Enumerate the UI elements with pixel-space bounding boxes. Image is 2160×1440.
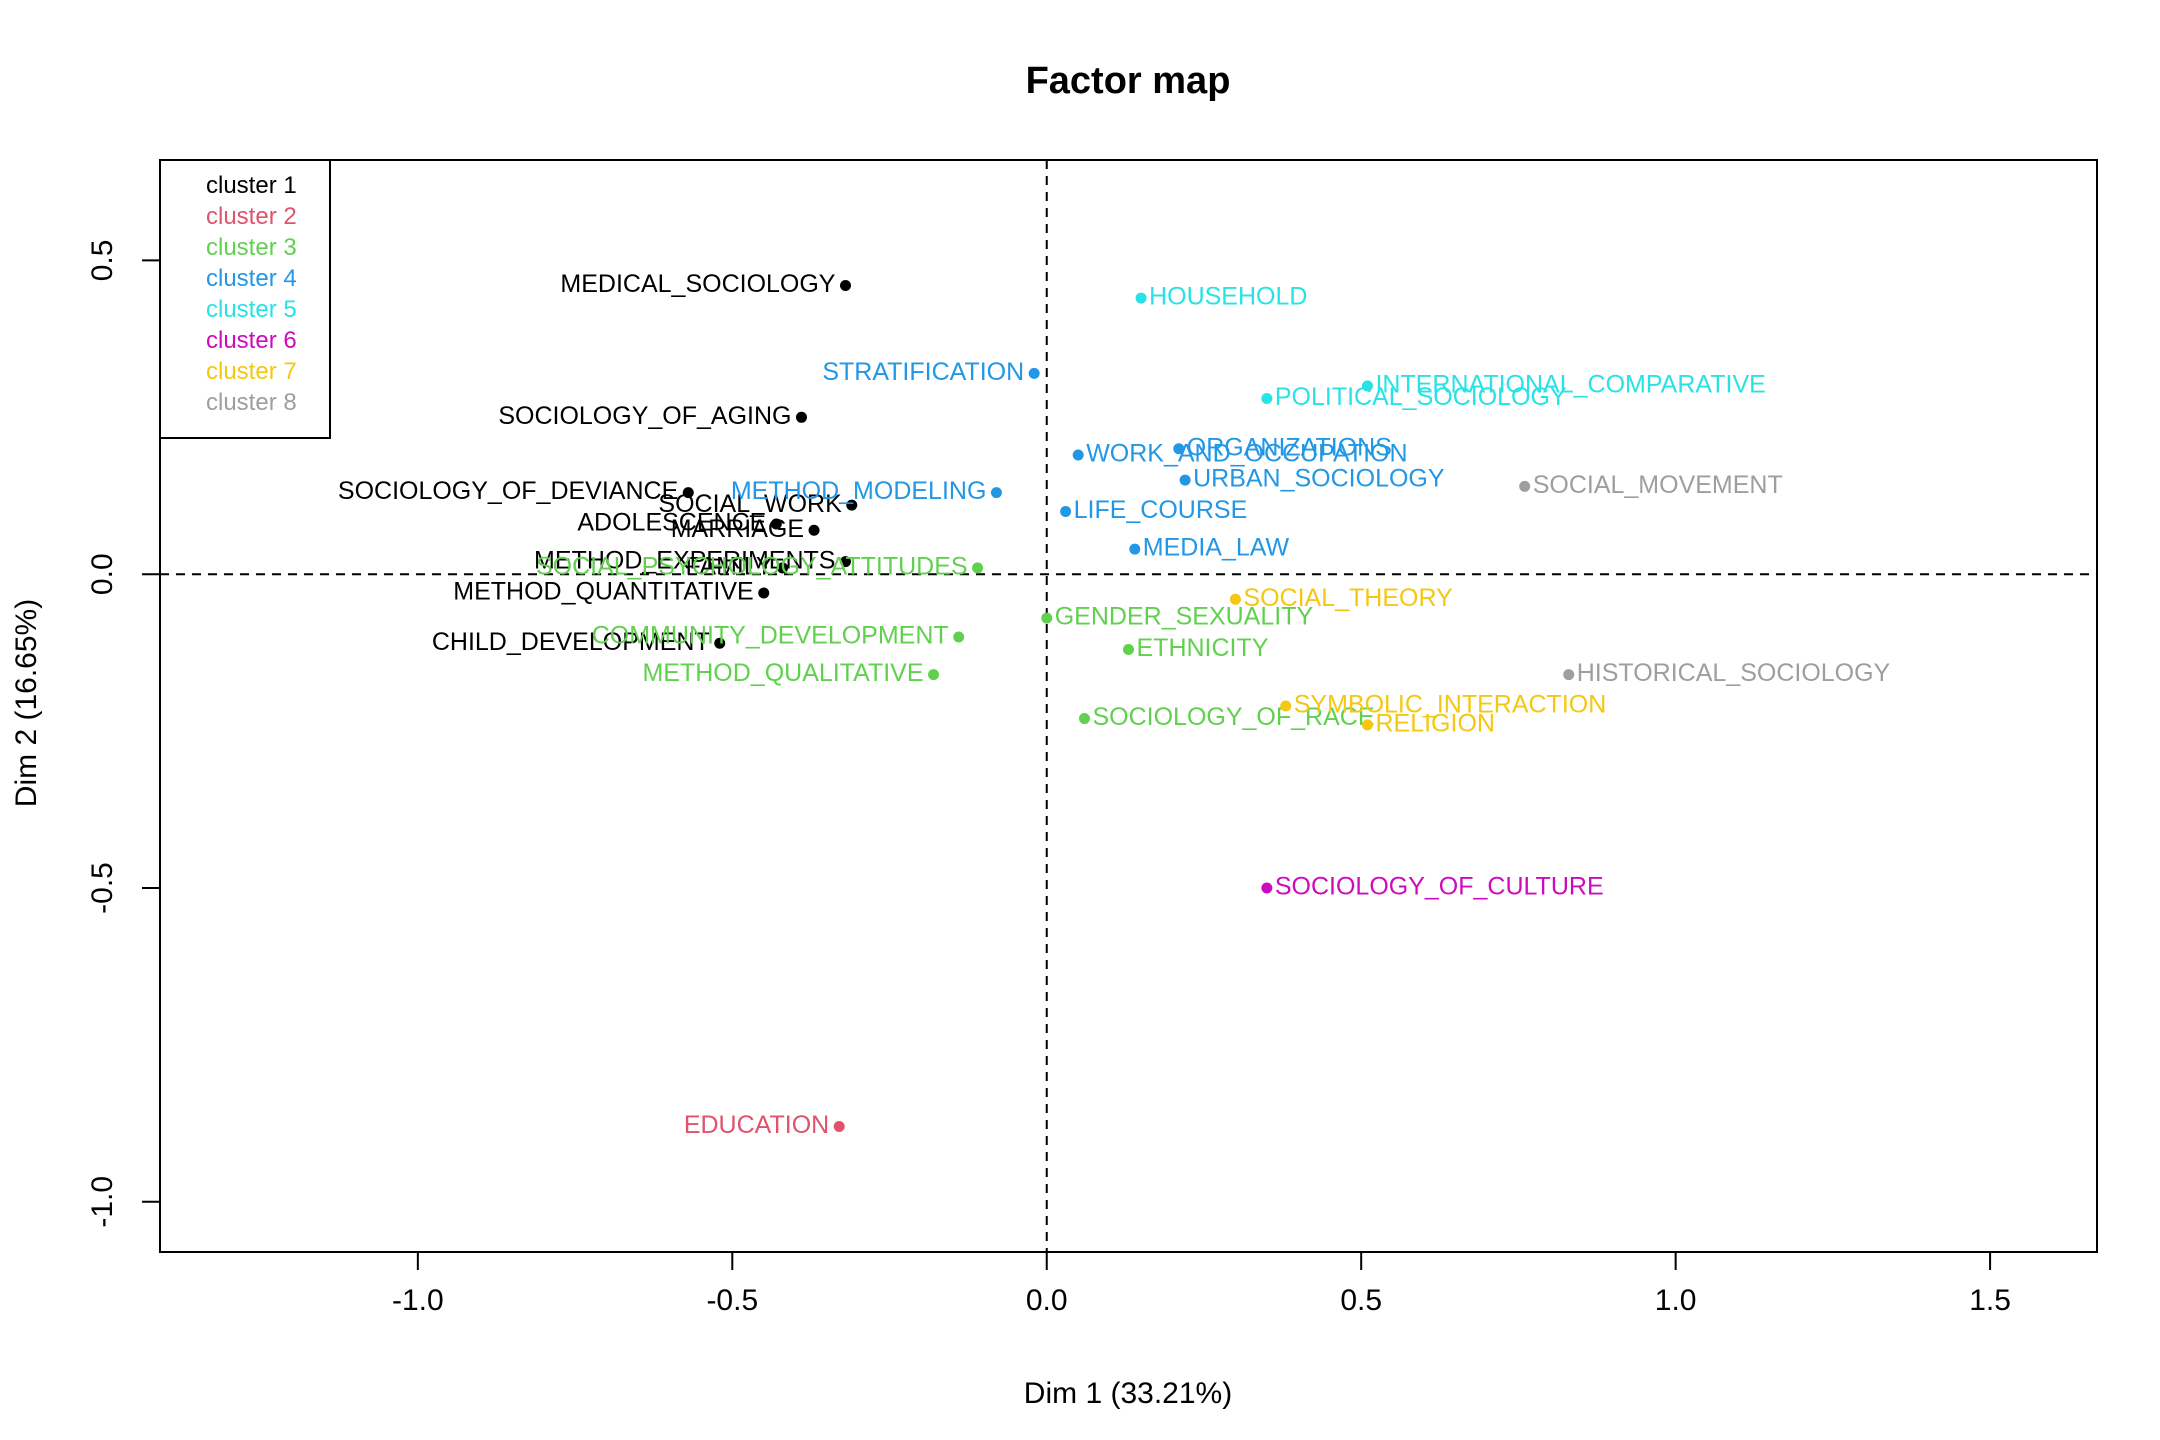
data-point-label: METHOD_MODELING bbox=[731, 477, 987, 505]
data-point-label: SOCIOLOGY_OF_DEVIANCE bbox=[338, 477, 678, 505]
x-tick-label: -1.0 bbox=[392, 1284, 444, 1317]
data-point-label: SOCIOLOGY_OF_AGING bbox=[498, 402, 791, 430]
data-point-label: GENDER_SEXUALITY bbox=[1055, 603, 1314, 631]
data-point bbox=[808, 524, 820, 536]
data-point-label: MARRIAGE bbox=[671, 515, 804, 543]
legend: cluster 1 cluster 2 cluster 3 cluster 4 clus… bbox=[159, 159, 331, 439]
data-point bbox=[1261, 392, 1273, 404]
legend-entry: cluster 2 bbox=[206, 203, 297, 230]
data-point bbox=[846, 499, 858, 511]
y-tick-label: 0.0 bbox=[86, 553, 119, 595]
data-point-label: SOCIOLOGY_OF_RACE bbox=[1092, 703, 1374, 731]
legend-entry: cluster 8 bbox=[206, 389, 297, 416]
x-tick-label: 1.0 bbox=[1655, 1284, 1697, 1317]
x-axis-label: Dim 1 (33.21%) bbox=[1024, 1377, 1232, 1410]
data-point bbox=[839, 556, 851, 568]
data-point bbox=[1173, 443, 1185, 455]
data-point bbox=[682, 487, 694, 499]
data-point-label: RELIGION bbox=[1375, 709, 1494, 737]
legend-box bbox=[159, 159, 331, 439]
legend-entry: cluster 7 bbox=[206, 358, 297, 385]
data-point bbox=[1129, 543, 1141, 555]
chart-title: Factor map bbox=[1026, 60, 1231, 102]
data-point-label: STRATIFICATION bbox=[822, 358, 1024, 386]
data-point-label: SOCIAL_WORK bbox=[658, 490, 842, 518]
data-point bbox=[1179, 474, 1191, 486]
data-point bbox=[1280, 700, 1292, 712]
data-point bbox=[1072, 449, 1084, 461]
x-tick-label: 0.0 bbox=[1026, 1284, 1068, 1317]
data-point bbox=[928, 669, 940, 681]
data-point bbox=[972, 562, 984, 574]
data-point-label: MEDIA_LAW bbox=[1143, 534, 1290, 562]
data-point bbox=[839, 280, 851, 292]
data-point bbox=[1028, 367, 1040, 379]
data-point bbox=[758, 587, 770, 599]
data-point-label: FAMILY bbox=[686, 553, 773, 581]
x-tick-label: -0.5 bbox=[706, 1284, 758, 1317]
y-tick-label: 0.5 bbox=[86, 240, 119, 282]
data-point-label: METHOD_QUALITATIVE bbox=[642, 659, 923, 687]
y-tick-label: -1.0 bbox=[86, 1176, 119, 1228]
data-point-label: HISTORICAL_SOCIOLOGY bbox=[1577, 659, 1891, 687]
y-axis-label: Dim 2 (16.65%) bbox=[10, 599, 43, 807]
data-point-label: ORGANIZATIONS bbox=[1187, 433, 1392, 461]
data-point-label: CHILD_DEVELOPMENT bbox=[432, 628, 710, 656]
data-point bbox=[1229, 593, 1241, 605]
data-point-label: URBAN_SOCIOLOGY bbox=[1193, 465, 1445, 493]
data-point bbox=[770, 518, 782, 530]
axes: -1.0 -0.5 0.0 0.5 1.0 1.5 -1.0 -0.5 0.0 0.5 bbox=[86, 240, 2011, 1317]
data-point-label: HOUSEHOLD bbox=[1149, 283, 1307, 311]
data-point bbox=[1563, 669, 1575, 681]
y-tick-label: -0.5 bbox=[86, 862, 119, 914]
data-point bbox=[1519, 480, 1531, 492]
data-point-label: EDUCATION bbox=[684, 1111, 829, 1139]
legend-entry: cluster 5 bbox=[206, 296, 297, 323]
data-point-label: SOCIAL_MOVEMENT bbox=[1533, 471, 1783, 499]
data-point-label: METHOD_EXPERIMENTS bbox=[534, 546, 835, 574]
data-point-label: SYMBOLIC_INTERACTION bbox=[1294, 691, 1607, 719]
data-point-label: COMMUNITY_DEVELOPMENT bbox=[592, 622, 949, 650]
data-point-label: ETHNICITY bbox=[1137, 634, 1269, 662]
data-point-label: ADOLESCENCE bbox=[577, 509, 766, 537]
data-point bbox=[1361, 380, 1373, 392]
data-point bbox=[795, 411, 807, 423]
data-point bbox=[777, 562, 789, 574]
data-point bbox=[1261, 882, 1273, 894]
data-point-label: METHOD_QUANTITATIVE bbox=[453, 578, 753, 606]
x-tick-label: 0.5 bbox=[1340, 1284, 1382, 1317]
data-point bbox=[1060, 505, 1072, 517]
data-point-label: SOCIOLOGY_OF_CULTURE bbox=[1275, 873, 1604, 901]
data-point bbox=[714, 637, 726, 649]
data-point-label: WORK_AND_OCCUPATION bbox=[1086, 440, 1407, 468]
x-tick-label: 1.5 bbox=[1969, 1284, 2011, 1317]
legend-entry: cluster 1 bbox=[206, 172, 297, 199]
data-point-label: INTERNATIONAL_COMPARATIVE bbox=[1375, 371, 1765, 399]
data-point bbox=[833, 1120, 845, 1132]
data-point-label: SOCIAL_PSYCHOLOGY_ATTITUDES bbox=[536, 553, 968, 581]
data-point bbox=[1123, 644, 1134, 656]
data-point-label: SOCIAL_THEORY bbox=[1243, 584, 1453, 612]
legend-entry: cluster 4 bbox=[206, 265, 297, 292]
data-point bbox=[1041, 612, 1053, 624]
data-point-label: MEDICAL_SOCIOLOGY bbox=[560, 270, 835, 298]
data-point-label: LIFE_COURSE bbox=[1074, 496, 1248, 524]
data-point bbox=[953, 631, 965, 643]
data-point bbox=[1361, 719, 1373, 731]
data-points: MEDICAL_SOCIOLOGY SOCIOLOGY_OF_AGING SOCIO… bbox=[338, 270, 1891, 1139]
data-point bbox=[1078, 713, 1090, 725]
data-point-label: POLITICAL_SOCIOLOGY bbox=[1275, 383, 1567, 411]
legend-entry: cluster 6 bbox=[206, 327, 297, 354]
legend-entry: cluster 3 bbox=[206, 234, 297, 261]
data-point bbox=[990, 487, 1002, 499]
data-point bbox=[1135, 292, 1147, 304]
